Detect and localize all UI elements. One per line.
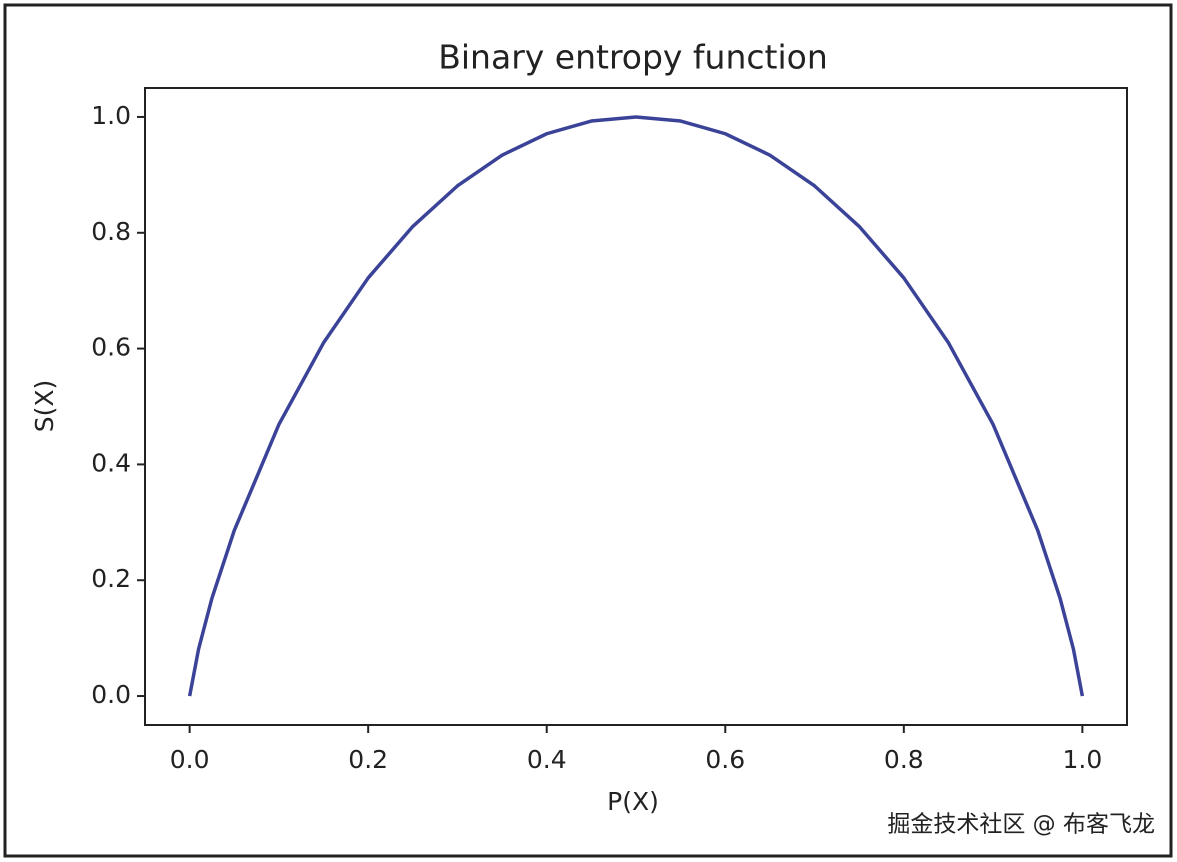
y-tick-label: 0.8 (91, 217, 131, 246)
x-tick-label: 0.6 (705, 745, 745, 774)
y-axis-label: S(X) (30, 380, 59, 433)
y-tick-label: 0.4 (91, 448, 131, 477)
y-tick-label: 1.0 (91, 101, 131, 130)
plot-area (144, 87, 1128, 726)
frame (3, 3, 1173, 858)
y-tick-label: 0.6 (91, 333, 131, 362)
x-axis-label: P(X) (607, 787, 659, 816)
x-tick-label: 0.0 (170, 745, 210, 774)
y-tick-label: 0.2 (91, 564, 131, 593)
watermark: 掘金技术社区 @ 布客飞龙 (887, 812, 1155, 838)
line (187, 115, 1085, 697)
y-tick-label: 0.0 (91, 680, 131, 709)
x-tick-label: 0.8 (884, 745, 924, 774)
x-tick-label: 1.0 (1062, 745, 1102, 774)
x-tick-label: 0.4 (527, 745, 567, 774)
x-tick-label: 0.2 (348, 745, 388, 774)
chart-title: Binary entropy function (438, 38, 828, 77)
